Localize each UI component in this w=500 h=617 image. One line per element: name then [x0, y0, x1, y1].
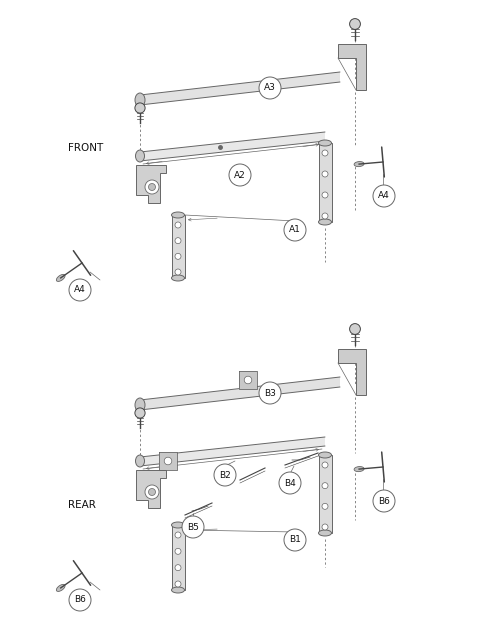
- Ellipse shape: [135, 398, 145, 412]
- Circle shape: [322, 482, 328, 489]
- Circle shape: [373, 185, 395, 207]
- Circle shape: [284, 529, 306, 551]
- Polygon shape: [159, 452, 177, 470]
- FancyBboxPatch shape: [319, 143, 332, 222]
- Polygon shape: [140, 132, 325, 161]
- Ellipse shape: [56, 275, 65, 281]
- Circle shape: [373, 490, 395, 512]
- Polygon shape: [136, 165, 166, 203]
- Ellipse shape: [354, 466, 364, 471]
- Ellipse shape: [318, 452, 332, 458]
- Ellipse shape: [172, 275, 184, 281]
- Circle shape: [322, 150, 328, 156]
- Ellipse shape: [318, 530, 332, 536]
- Text: B4: B4: [284, 479, 296, 487]
- Circle shape: [322, 524, 328, 530]
- Ellipse shape: [135, 93, 145, 107]
- Circle shape: [175, 269, 181, 275]
- Circle shape: [322, 462, 328, 468]
- Text: B1: B1: [289, 536, 301, 544]
- Circle shape: [175, 581, 181, 587]
- Text: A4: A4: [74, 286, 86, 294]
- Circle shape: [135, 103, 145, 113]
- Ellipse shape: [136, 150, 144, 162]
- Ellipse shape: [354, 162, 364, 167]
- Text: B6: B6: [74, 595, 86, 605]
- Circle shape: [322, 192, 328, 198]
- Text: B5: B5: [187, 523, 199, 531]
- Circle shape: [259, 77, 281, 99]
- Circle shape: [244, 376, 252, 384]
- Circle shape: [350, 323, 360, 334]
- FancyBboxPatch shape: [172, 215, 185, 278]
- Circle shape: [145, 485, 159, 499]
- Circle shape: [69, 589, 91, 611]
- Circle shape: [148, 489, 156, 495]
- Circle shape: [175, 532, 181, 538]
- Circle shape: [175, 222, 181, 228]
- Text: REAR: REAR: [68, 500, 96, 510]
- Text: A3: A3: [264, 83, 276, 93]
- FancyBboxPatch shape: [319, 455, 332, 533]
- Ellipse shape: [172, 212, 184, 218]
- Polygon shape: [136, 470, 166, 508]
- Circle shape: [135, 408, 145, 418]
- Text: B2: B2: [219, 471, 231, 479]
- Polygon shape: [338, 44, 366, 90]
- Circle shape: [322, 503, 328, 509]
- Circle shape: [214, 464, 236, 486]
- Circle shape: [229, 164, 251, 186]
- Polygon shape: [338, 349, 366, 395]
- Polygon shape: [239, 371, 257, 389]
- Text: B3: B3: [264, 389, 276, 397]
- Circle shape: [175, 254, 181, 259]
- Text: A2: A2: [234, 170, 246, 180]
- Text: A4: A4: [378, 191, 390, 201]
- Circle shape: [350, 19, 360, 30]
- Circle shape: [322, 171, 328, 177]
- Circle shape: [175, 238, 181, 244]
- Circle shape: [322, 213, 328, 219]
- Circle shape: [145, 180, 159, 194]
- Circle shape: [164, 457, 172, 465]
- Text: FRONT: FRONT: [68, 143, 104, 153]
- Polygon shape: [140, 437, 325, 466]
- Circle shape: [175, 565, 181, 571]
- Circle shape: [279, 472, 301, 494]
- Ellipse shape: [56, 584, 65, 592]
- Circle shape: [259, 382, 281, 404]
- Circle shape: [69, 279, 91, 301]
- Ellipse shape: [318, 219, 332, 225]
- Circle shape: [284, 219, 306, 241]
- Text: A1: A1: [289, 225, 301, 234]
- Ellipse shape: [172, 587, 184, 593]
- Circle shape: [175, 549, 181, 554]
- Text: B6: B6: [378, 497, 390, 505]
- Ellipse shape: [318, 140, 332, 146]
- Ellipse shape: [172, 522, 184, 528]
- Polygon shape: [140, 72, 340, 105]
- FancyBboxPatch shape: [172, 525, 185, 590]
- Ellipse shape: [136, 455, 144, 467]
- Polygon shape: [140, 377, 340, 410]
- Circle shape: [182, 516, 204, 538]
- Circle shape: [148, 183, 156, 191]
